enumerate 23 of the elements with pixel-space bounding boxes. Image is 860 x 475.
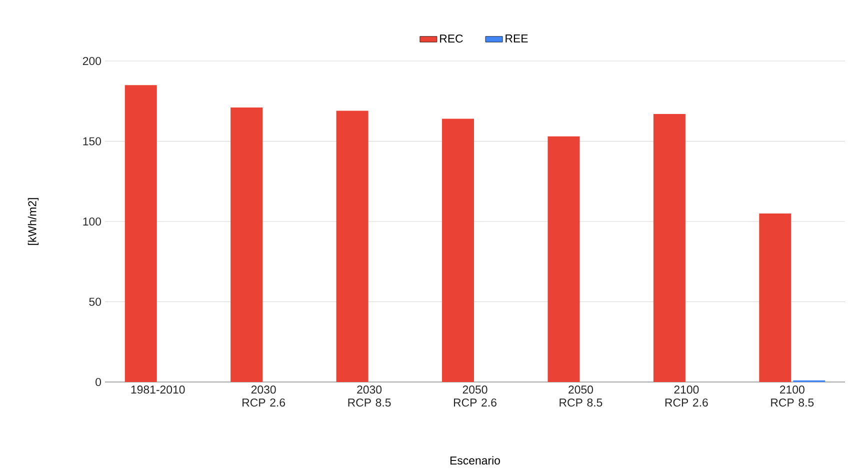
bar (759, 213, 792, 382)
x-tick-label: 2030 RCP 8.5 (348, 386, 391, 407)
y-axis-title: [kWh/m2] (28, 198, 39, 245)
x-tick-label: 1981-2010 (131, 386, 185, 394)
bar (653, 114, 686, 382)
x-tick-label: 2100 RCP 8.5 (771, 386, 814, 407)
bar (230, 108, 263, 382)
y-tick-label: 50 (89, 298, 102, 306)
x-tick-label: 2100 RCP 2.6 (665, 386, 708, 407)
x-tick-label: 2050 RCP 2.6 (454, 386, 496, 407)
x-axis-title: Escenario (450, 456, 500, 465)
legend-label: REC (440, 34, 463, 43)
y-tick-label: 200 (82, 56, 102, 66)
x-tick-label: 2030 RCP 2.6 (242, 386, 286, 407)
legend-label: REE (506, 34, 528, 42)
y-tick-label: 0 (96, 378, 102, 386)
bar (442, 118, 474, 382)
bar (336, 110, 368, 382)
y-tick-label: 100 (83, 217, 102, 226)
bar (548, 136, 580, 382)
y-tick-label: 150 (83, 137, 102, 146)
bar (124, 85, 157, 382)
x-tick-label: 2050 RCP 8.5 (560, 386, 602, 407)
